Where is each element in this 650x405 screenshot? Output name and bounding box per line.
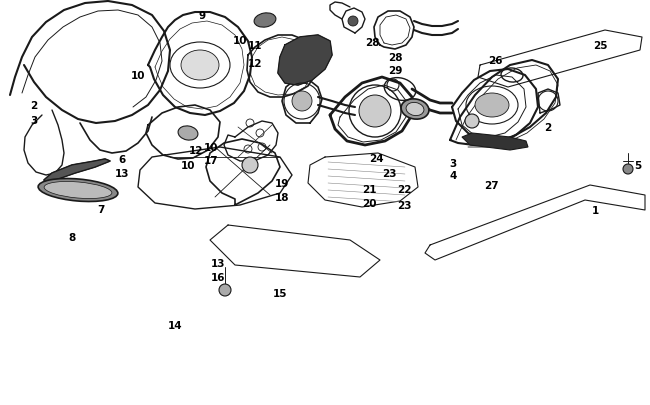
Ellipse shape (475, 94, 509, 118)
Text: 10: 10 (233, 36, 247, 46)
Text: 18: 18 (275, 192, 289, 202)
Text: 2: 2 (31, 101, 38, 111)
Polygon shape (462, 134, 528, 151)
Text: 13: 13 (211, 258, 226, 269)
Text: 19: 19 (275, 179, 289, 189)
Text: 9: 9 (198, 11, 205, 21)
Text: 10: 10 (131, 71, 145, 81)
Circle shape (292, 92, 312, 112)
Ellipse shape (401, 100, 429, 120)
Text: 12: 12 (188, 146, 203, 156)
Polygon shape (44, 160, 110, 185)
Text: 28: 28 (388, 53, 402, 63)
Circle shape (359, 96, 391, 128)
Text: 4: 4 (449, 171, 457, 181)
Text: 13: 13 (115, 168, 129, 179)
Circle shape (242, 158, 258, 174)
Text: 25: 25 (593, 41, 607, 51)
Circle shape (348, 17, 358, 27)
Ellipse shape (406, 103, 424, 116)
Ellipse shape (38, 179, 118, 202)
Ellipse shape (254, 14, 276, 28)
Text: 16: 16 (211, 272, 226, 282)
Text: 3: 3 (449, 159, 456, 168)
Text: 8: 8 (68, 232, 75, 243)
Circle shape (623, 164, 633, 175)
Text: 12: 12 (248, 59, 262, 69)
Text: 22: 22 (396, 185, 411, 194)
Text: 26: 26 (488, 56, 502, 66)
Ellipse shape (178, 127, 198, 141)
Text: 2: 2 (544, 123, 552, 133)
Text: 5: 5 (634, 161, 642, 171)
Text: 3: 3 (31, 116, 38, 126)
Circle shape (465, 115, 479, 129)
Text: 7: 7 (98, 205, 105, 215)
Text: 24: 24 (369, 153, 383, 164)
Text: 11: 11 (248, 41, 262, 51)
Text: 27: 27 (484, 181, 499, 190)
Text: 21: 21 (362, 185, 376, 194)
Ellipse shape (44, 182, 112, 199)
Text: 10: 10 (203, 143, 218, 153)
Text: 23: 23 (382, 168, 396, 179)
Text: 20: 20 (362, 198, 376, 209)
Polygon shape (278, 36, 332, 86)
Text: 15: 15 (273, 288, 287, 298)
Text: 10: 10 (181, 161, 195, 171)
Text: 23: 23 (396, 200, 411, 211)
Text: 17: 17 (203, 156, 218, 166)
Text: 1: 1 (592, 205, 599, 215)
Text: 14: 14 (168, 320, 182, 330)
Circle shape (219, 284, 231, 296)
Text: 29: 29 (388, 66, 402, 76)
Text: 28: 28 (365, 38, 379, 48)
Ellipse shape (181, 51, 219, 81)
Text: 6: 6 (118, 155, 125, 164)
